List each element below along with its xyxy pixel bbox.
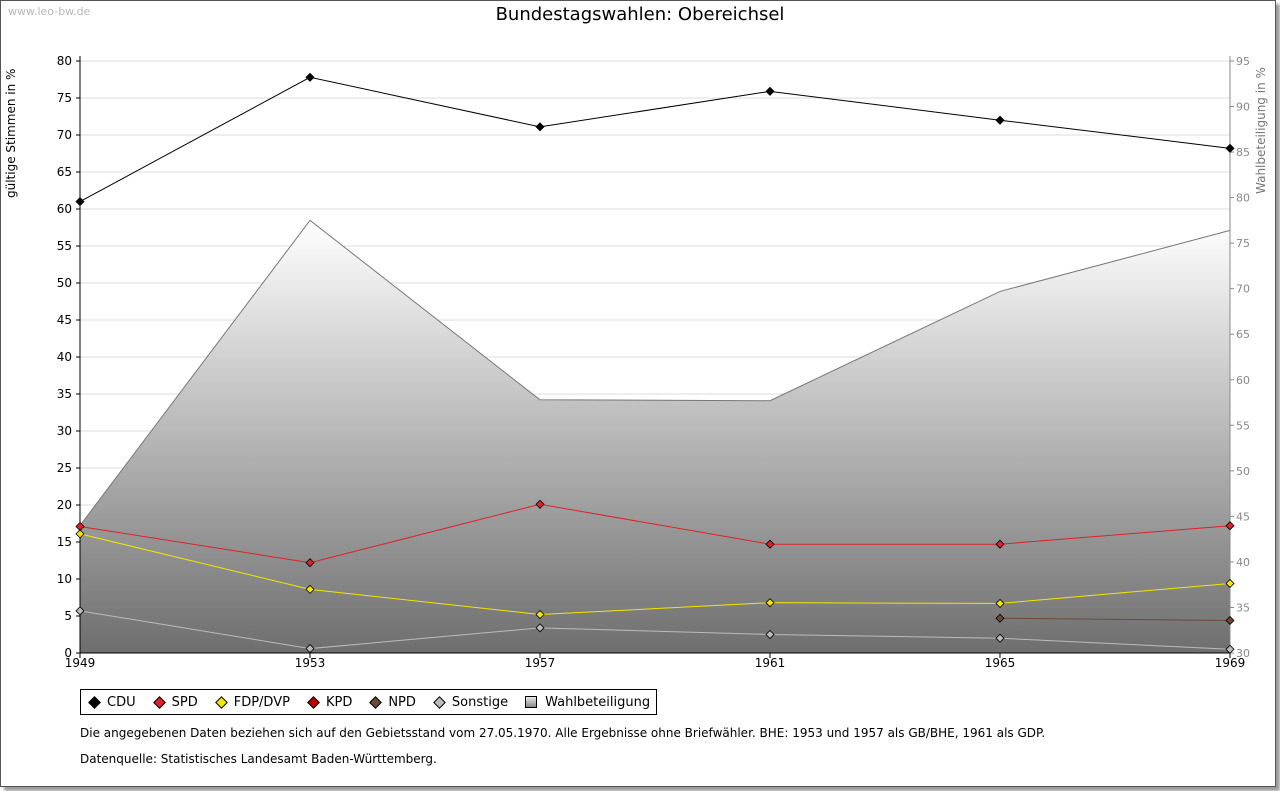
y-tick-label-right: 85 [1236,146,1250,159]
y-tick-label-left: 45 [57,313,72,327]
data-point-sonstige [1225,644,1235,654]
data-point-sonstige [995,633,1005,643]
legend-swatch-diamond [433,695,446,709]
data-point-cdu [305,72,315,82]
x-tick-label: 1957 [525,656,556,670]
y-tick-label-left: 10 [57,572,72,586]
legend-label: CDU [107,694,136,710]
x-tick-label: 1969 [1215,656,1246,670]
series-line-cdu [79,76,1231,203]
y-tick-label-left: 5 [64,609,72,623]
y-tick-label-left: 15 [57,535,72,549]
data-point-fdp-dvp [535,609,545,620]
turnout-line [79,219,1231,526]
legend-label: Sonstige [451,694,509,710]
data-point-cdu [765,86,775,96]
legend-item-cdu: CDU [85,695,136,710]
note-gebietsstand: Die angegebenen Daten beziehen sich auf … [80,726,1046,740]
y-tick-label-right: 75 [1236,237,1250,250]
y-tick-label-right: 40 [1236,556,1250,569]
legend-swatch-diamond [369,695,383,709]
legend-label: SPD [171,694,198,710]
y-tick-label-left: 60 [57,202,72,216]
y-tick-label-left: 20 [57,498,72,512]
watermark: www.leo-bw.de [8,5,91,18]
legend-label: FDP/DVP [233,694,290,710]
data-point-spd [1225,521,1235,531]
legend-item-spd: SPD [150,695,198,710]
y-tick-label-left: 35 [57,387,72,401]
y-tick-label-right: 35 [1236,601,1250,614]
data-point-sonstige [765,629,775,640]
data-point-sonstige [75,606,85,616]
legend-label: NPD [388,694,416,710]
data-point-fdp-dvp [1225,578,1235,589]
y-tick-label-left: 25 [57,461,72,475]
legend-swatch-diamond [88,695,101,709]
y-tick-label-left: 80 [57,54,72,68]
data-point-fdp-dvp [305,584,315,594]
y-tick-label-left: 50 [57,276,72,290]
data-point-npd [1225,615,1235,626]
data-point-fdp-dvp [75,529,85,539]
data-point-spd [75,521,85,532]
y-tick-label-left: 70 [57,128,72,142]
x-tick-label: 1949 [65,656,96,670]
y-tick-label-left: 0 [64,646,72,660]
legend-item-fdp-dvp: FDP/DVP [212,695,290,710]
y-tick-label-left: 30 [57,424,72,438]
legend-item-sonstige: Sonstige [430,695,508,710]
series-line-fdp-dvp [79,533,1231,616]
y-tick-label-left: 40 [57,350,72,364]
y-tick-label-left: 65 [57,165,72,179]
legend-swatch-diamond [152,695,166,709]
series-line-spd [79,503,1231,564]
legend-item-npd: NPD [366,695,416,710]
x-tick-label: 1965 [985,656,1016,670]
legend-label: Wahlbeteiligung [545,694,651,710]
note-datenquelle: Datenquelle: Statistisches Landesamt Bad… [80,752,437,766]
series-line-sonstige [79,610,1231,650]
data-point-cdu [535,122,545,132]
data-point-fdp-dvp [765,598,775,608]
series-line-npd [999,617,1231,621]
data-point-cdu [75,197,85,207]
y-tick-label-right: 45 [1236,510,1250,523]
legend-label: KPD [325,694,353,710]
y-tick-label-right: 70 [1236,283,1250,296]
data-point-spd [765,539,775,549]
chart-legend: CDU SPD FDP/DVP KPD NPD Sonstige Wahlbeteiligu… [80,689,658,715]
y-tick-label-right: 95 [1236,55,1250,68]
y-tick-label-right: 50 [1236,465,1250,478]
y-tick-label-right: 65 [1236,328,1250,341]
y-tick-label-right: 80 [1236,192,1250,205]
legend-swatch-diamond [214,695,228,709]
x-tick-label: 1953 [295,656,326,670]
data-point-fdp-dvp [995,598,1005,608]
y-tick-label-right: 90 [1236,101,1250,114]
data-point-cdu [995,115,1005,125]
x-tick-label: 1961 [755,656,786,670]
y-tick-label-left: 75 [57,91,72,105]
legend-swatch-square [525,696,538,708]
y-tick-label-right: 30 [1236,647,1250,660]
y-tick-label-right: 55 [1236,419,1250,432]
turnout-area [80,220,1230,653]
legend-item-kpd: KPD [304,695,352,710]
chart-title: Bundestagswahlen: Obereichsel [495,4,785,25]
data-point-spd [535,499,545,509]
y-tick-label-left: 55 [57,239,72,253]
data-point-spd [995,539,1005,549]
y-axis-label-left: gültige Stimmen in % [4,68,18,198]
legend-swatch-diamond [307,695,320,709]
data-point-cdu [1225,143,1235,153]
data-point-npd [995,613,1005,623]
y-tick-label-right: 60 [1236,374,1250,387]
data-point-spd [305,558,315,568]
data-point-sonstige [535,623,545,633]
data-point-sonstige [305,643,315,654]
legend-item-wahlbeteiligung: Wahlbeteiligung [522,695,650,710]
